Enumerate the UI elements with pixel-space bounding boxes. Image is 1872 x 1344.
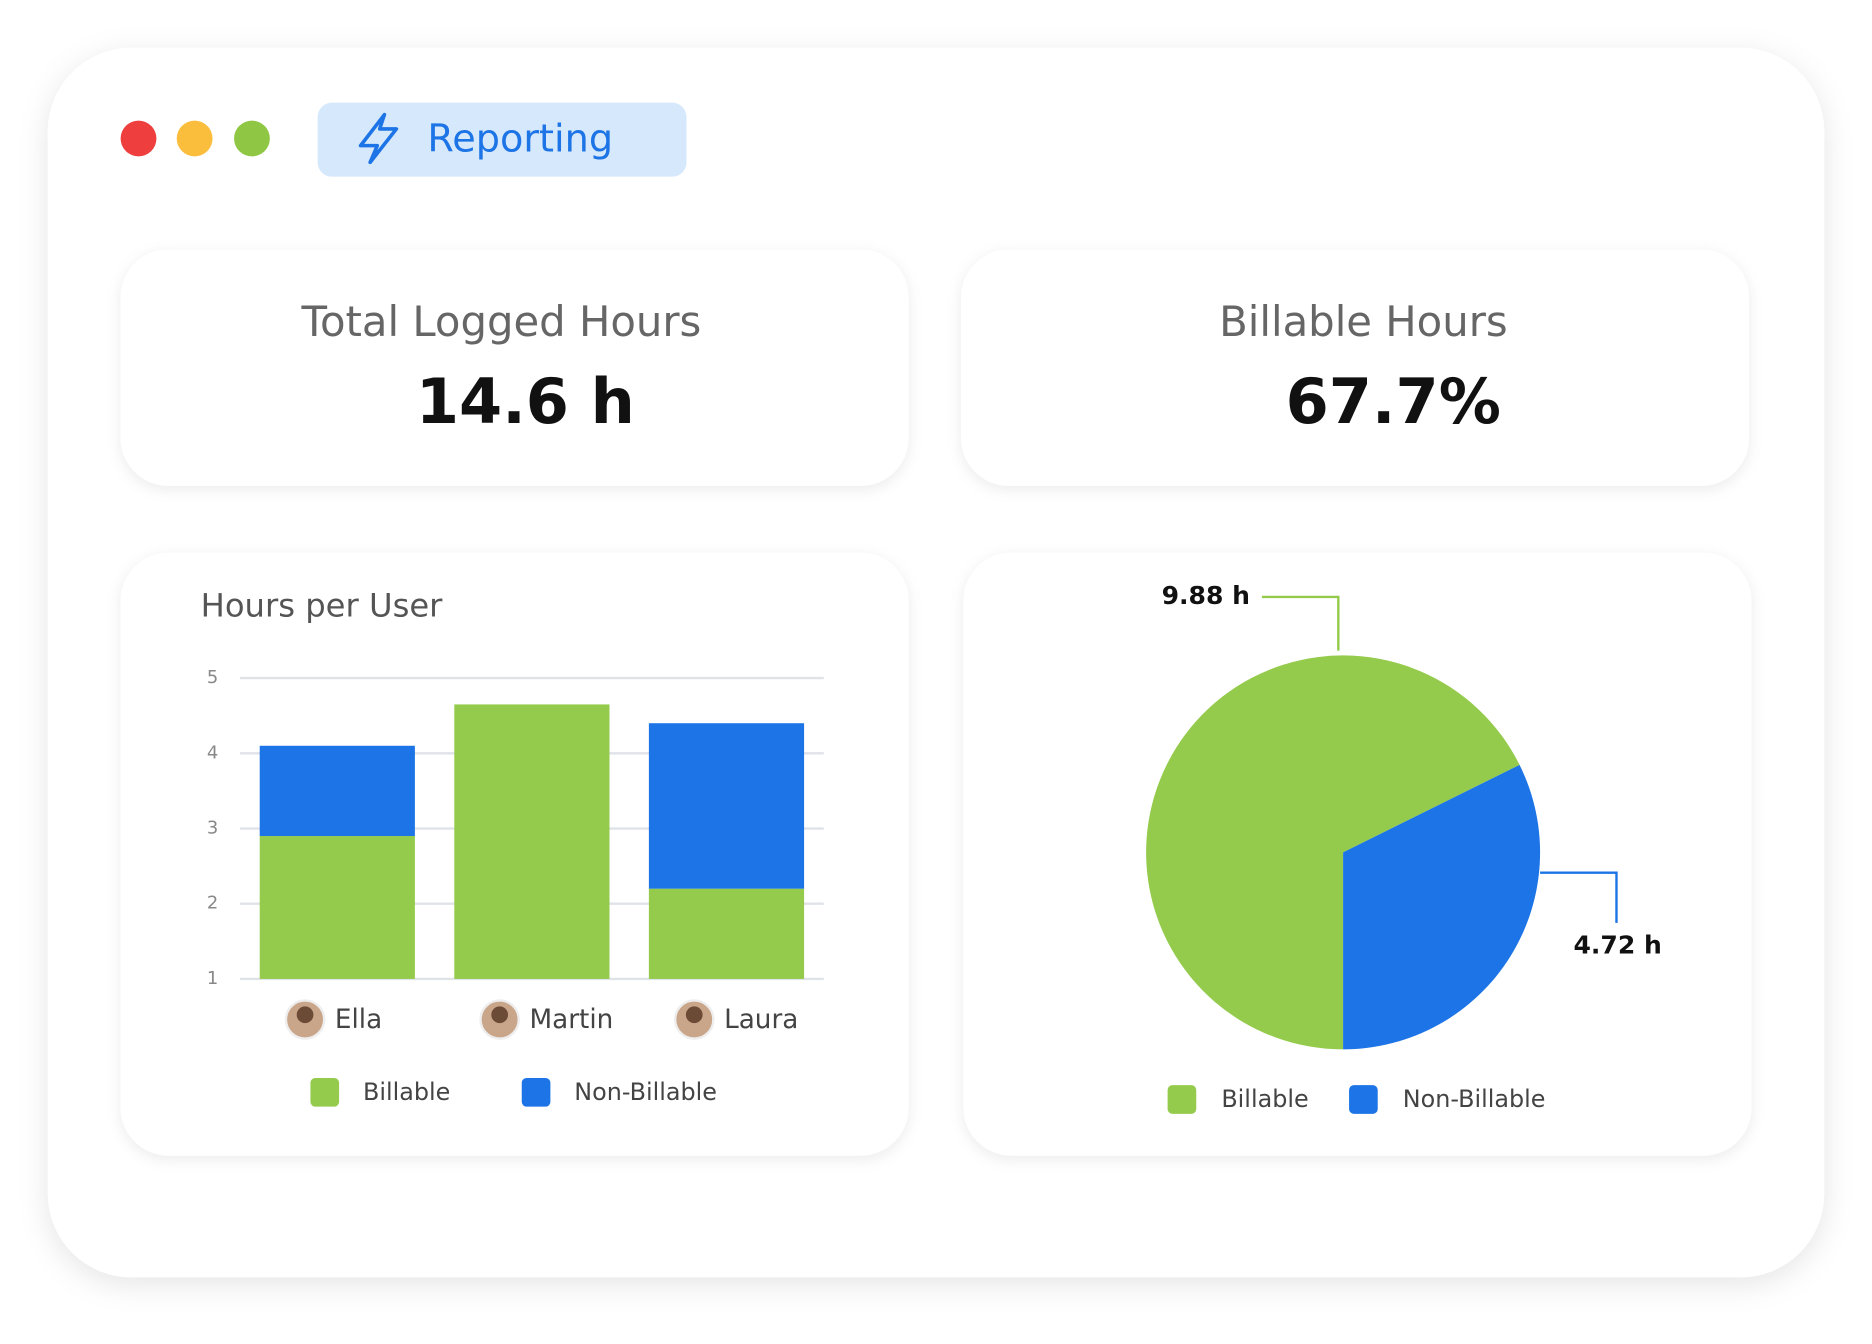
legend-swatch (1167, 1085, 1197, 1114)
minimize-dot[interactable] (176, 120, 213, 157)
leader-line (1540, 871, 1618, 923)
legend-swatch (521, 1078, 551, 1107)
kpi-label: Total Logged Hours (301, 297, 702, 346)
tab-label: Reporting (427, 117, 613, 161)
legend-swatch (1349, 1085, 1378, 1114)
pie-slice (1343, 764, 1541, 1050)
bar-segment (648, 723, 805, 889)
maximize-dot[interactable] (234, 120, 270, 157)
bar-segment (259, 836, 415, 979)
data-label: 4.72 h (1573, 931, 1661, 960)
bar-segment (648, 888, 805, 979)
chart-title: Hours per User (201, 587, 444, 625)
y-tick-label: 1 (207, 968, 218, 989)
avatar-face (491, 1006, 509, 1024)
close-dot[interactable] (120, 120, 157, 157)
data-label: 9.88 h (1162, 581, 1250, 610)
tab-background (317, 102, 687, 177)
user-label: Martin (479, 999, 614, 1040)
kpi-value: 14.6 h (416, 365, 635, 438)
pie-slice (1146, 655, 1520, 1050)
lightning-icon (358, 112, 399, 165)
leader-line (1261, 595, 1340, 651)
user-label: Ella (284, 999, 382, 1040)
kpi-value: 67.7% (1286, 365, 1501, 438)
y-tick-label: 2 (207, 893, 218, 914)
bar-segment (454, 704, 610, 979)
y-tick-label: 5 (207, 667, 218, 688)
reporting-tab[interactable]: Reporting (317, 102, 687, 177)
kpi-card (120, 249, 909, 486)
y-tick-label: 3 (207, 818, 218, 839)
y-tick-label: 4 (207, 742, 218, 763)
x-tick-label: Laura (724, 1005, 798, 1035)
legend-swatch (310, 1078, 340, 1107)
legend-label: Non-Billable (1403, 1085, 1546, 1113)
bar-segment (259, 745, 415, 837)
legend-label: Billable (1221, 1085, 1308, 1113)
avatar-face (685, 1006, 703, 1024)
legend-label: Billable (363, 1078, 450, 1106)
legend-label: Non-Billable (574, 1078, 717, 1106)
avatar-face (296, 1006, 314, 1024)
x-tick-label: Ella (335, 1005, 382, 1035)
x-tick-label: Martin (530, 1005, 614, 1035)
user-label: Laura (673, 999, 798, 1040)
kpi-label: Billable Hours (1219, 297, 1508, 346)
kpi-card (961, 249, 1749, 486)
